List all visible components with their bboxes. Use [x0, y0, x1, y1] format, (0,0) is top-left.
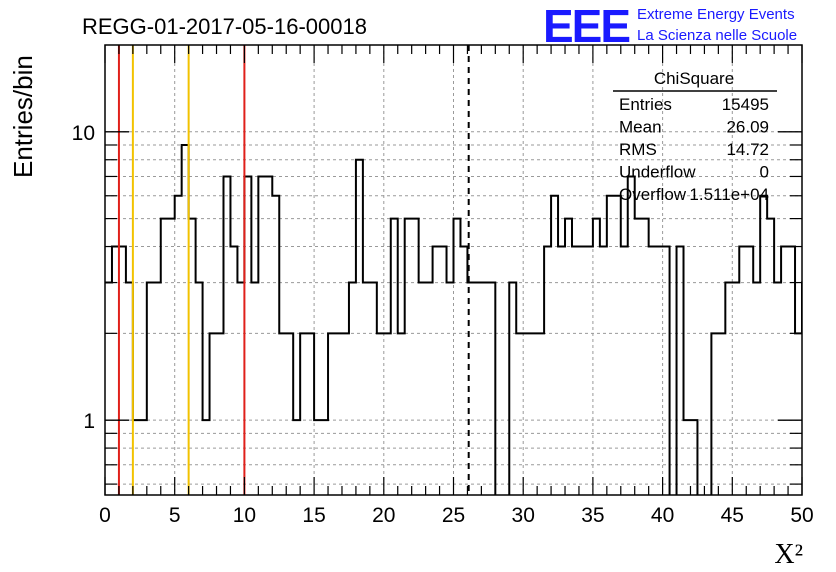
- marker-lines: [117, 45, 470, 495]
- eee-logo: EEE Extreme Energy Events La Scienza nel…: [543, 0, 797, 52]
- x-tick-label: 35: [581, 504, 604, 527]
- stats-value: 0: [760, 163, 769, 182]
- histogram-outline: [105, 143, 802, 495]
- stats-label: RMS: [619, 140, 657, 159]
- stats-box: ChiSquare Entries 15495 Mean 26.09 RMS 14.72 U…: [613, 69, 777, 204]
- logo-line-2: La Scienza nelle Scuole: [637, 27, 797, 44]
- x-tick-label: 40: [651, 504, 674, 527]
- x-tick-label: 50: [790, 504, 813, 527]
- x-tick-label: 5: [169, 504, 181, 527]
- stats-value: 15495: [722, 95, 769, 114]
- x-tick-label: 20: [372, 504, 395, 527]
- histogram-series: [105, 143, 802, 495]
- x-tick-label: 10: [233, 504, 256, 527]
- logo-line-1: Extreme Energy Events: [637, 6, 795, 23]
- x-tick-label: 15: [302, 504, 325, 527]
- stats-label: Mean: [619, 118, 662, 137]
- x-tick-label: 45: [721, 504, 744, 527]
- chart-title: REGG-01-2017-05-16-00018: [82, 14, 367, 39]
- y-tick-label: 10: [72, 122, 95, 145]
- x-tick-label: 0: [99, 504, 111, 527]
- y-tick-label: 1: [83, 410, 95, 433]
- stats-label: Entries: [619, 95, 672, 114]
- stats-value: 26.09: [726, 118, 769, 137]
- tick-labels: 0 5 10 15 20 25 30 35 40 45 50 1 10: [72, 122, 814, 527]
- logo-letters: EEE: [543, 0, 629, 52]
- x-tick-label: 30: [512, 504, 535, 527]
- x-tick-label: 25: [442, 504, 465, 527]
- x-axis-label: X²: [774, 539, 803, 570]
- y-axis-label: Entries/bin: [8, 55, 38, 178]
- stats-value: 1.511e+04: [689, 185, 769, 204]
- stats-title: ChiSquare: [654, 69, 734, 88]
- axes: [104, 44, 803, 496]
- stats-label: Underflow: [619, 163, 696, 182]
- stats-label: Overflow: [619, 185, 687, 204]
- stats-value: 14.72: [726, 140, 769, 159]
